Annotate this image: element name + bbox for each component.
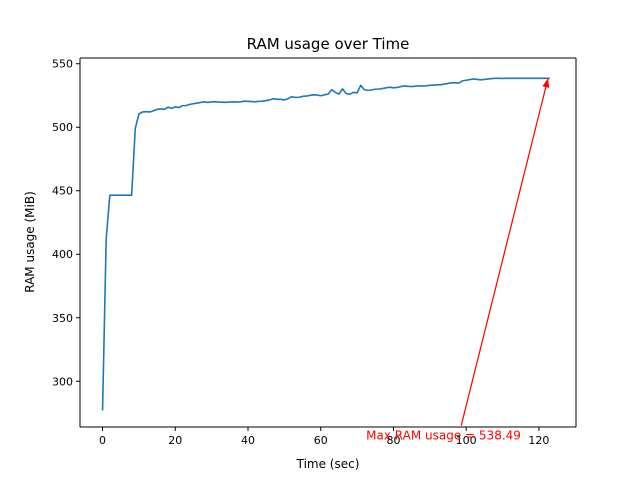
max-annotation-arrowhead (542, 78, 550, 88)
y-tick-label: 500 (52, 121, 73, 134)
x-tick-label: 80 (386, 434, 400, 447)
y-axis-ticks: 300 350 400 450 500 550 (52, 58, 80, 388)
x-axis-label: Time (sec) (296, 457, 360, 471)
x-tick-label: 20 (168, 434, 182, 447)
y-tick-label: 550 (52, 58, 73, 71)
x-tick-label: 0 (99, 434, 106, 447)
max-annotation-label: Max RAM usage = 538.49 (366, 429, 521, 443)
x-tick-label: 60 (314, 434, 328, 447)
chart-title: RAM usage over Time (247, 35, 410, 53)
max-annotation-arrow (460, 78, 549, 426)
x-axis-ticks: 0 20 40 60 80 100 120 (99, 427, 549, 447)
x-tick-label: 40 (241, 434, 255, 447)
x-tick-label: 100 (456, 434, 477, 447)
x-tick-label: 120 (528, 434, 549, 447)
ram-usage-series-line (101, 77, 550, 411)
y-tick-label: 350 (52, 312, 73, 325)
max-annotation (460, 78, 550, 426)
y-tick-label: 400 (52, 248, 73, 261)
y-tick-label: 300 (52, 375, 73, 388)
y-axis-label: RAM usage (MiB) (23, 191, 37, 293)
y-tick-label: 450 (52, 185, 73, 198)
axes-frame (79, 57, 577, 428)
